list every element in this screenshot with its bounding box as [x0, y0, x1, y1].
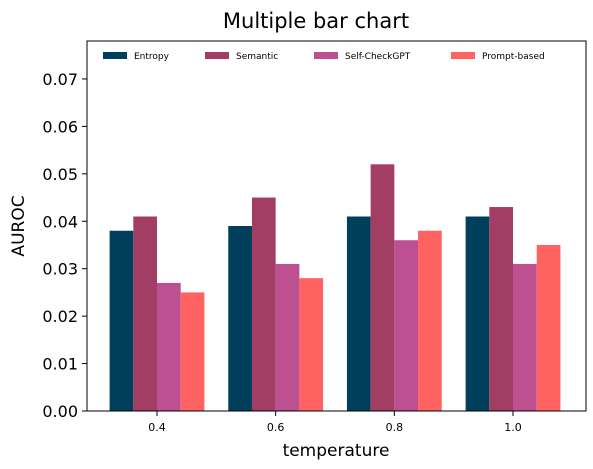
bar: [275, 263, 300, 411]
x-axis-ticks: 0.4 0.6 0.8 1.0: [148, 411, 522, 434]
y-tick-label: 0.03: [42, 260, 78, 279]
bar: [228, 226, 252, 411]
legend-label: Entropy: [134, 52, 170, 62]
bar: [133, 216, 157, 411]
legend-label: Prompt-based: [482, 52, 545, 62]
legend-swatch: [314, 52, 338, 59]
bar: [489, 207, 514, 411]
y-axis-ticks: 0.00 0.01 0.02 0.03 0.04 0.05 0.06 0.07: [42, 70, 87, 421]
y-tick-label: 0.01: [42, 355, 78, 374]
bars-layer: [109, 164, 561, 411]
bar: [180, 292, 205, 411]
y-tick-label: 0.04: [42, 212, 78, 231]
y-tick-label: 0.07: [42, 70, 78, 89]
bar: [251, 197, 276, 411]
chart-title: Multiple bar chart: [223, 9, 409, 33]
x-tick-label: 0.8: [386, 421, 404, 434]
y-tick-label: 0.02: [42, 307, 78, 326]
bar: [346, 216, 371, 411]
y-tick-label: 0.05: [42, 165, 78, 184]
bar: [418, 230, 442, 411]
y-tick-label: 0.00: [42, 402, 78, 421]
legend-swatch: [205, 52, 229, 59]
bar: [370, 164, 395, 411]
bar: [513, 263, 537, 411]
legend-swatch: [103, 52, 127, 59]
bar: [465, 216, 490, 411]
bar: [157, 282, 181, 411]
x-tick-label: 0.4: [148, 421, 166, 434]
bar: [299, 278, 324, 411]
y-axis-label: AUROC: [9, 195, 29, 256]
x-tick-label: 1.0: [504, 421, 522, 434]
legend-label: Semantic: [236, 52, 278, 62]
plot-frame: [86, 40, 587, 412]
legend-label: Self-CheckGPT: [345, 52, 411, 62]
bar: [536, 244, 561, 411]
y-tick-label: 0.06: [42, 117, 78, 136]
bar: [109, 230, 134, 411]
legend: Entropy Semantic Self-CheckGPT Prompt-based: [103, 52, 545, 62]
legend-swatch: [451, 52, 475, 59]
x-tick-label: 0.6: [267, 421, 285, 434]
bar: [394, 240, 419, 411]
x-axis-label: temperature: [283, 441, 390, 461]
